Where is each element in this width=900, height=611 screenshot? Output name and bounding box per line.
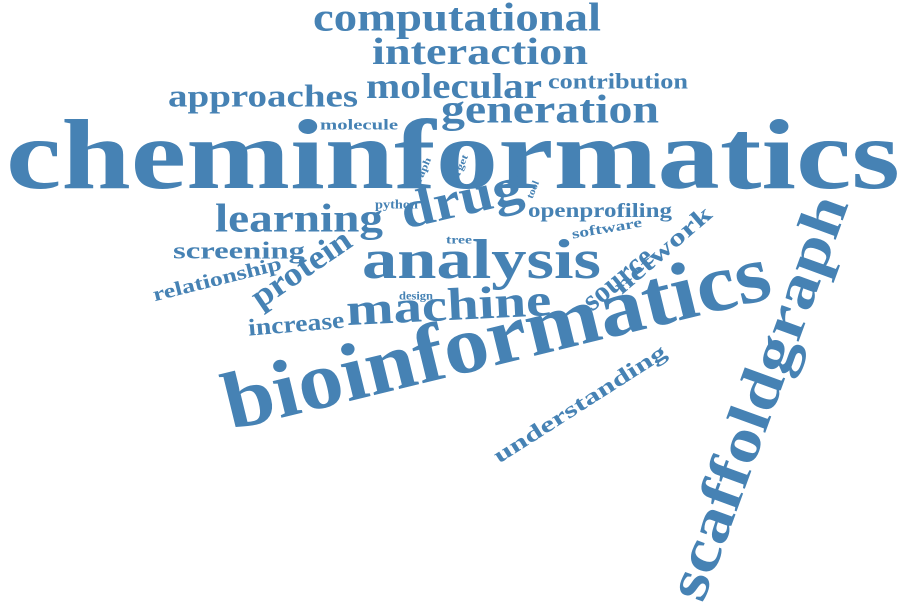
word-computational: computational: [313, 0, 601, 40]
word-tree: tree: [446, 232, 472, 247]
word-cheminformatics: cheminformatics: [6, 99, 900, 210]
word-learning: learning: [215, 195, 383, 241]
word-machine: machine: [344, 274, 553, 336]
word-screening: screening: [173, 238, 305, 265]
word-approaches: approaches: [168, 77, 358, 114]
word-python: python: [375, 196, 418, 212]
word-openprofiling: openprofiling: [528, 200, 672, 223]
word-design: design: [399, 288, 433, 303]
word-molecule: molecule: [320, 117, 398, 134]
word-interaction: interaction: [372, 31, 588, 74]
word-analysis: analysis: [362, 229, 601, 292]
word-generation: generation: [441, 86, 659, 132]
word-molecular: molecular: [366, 65, 542, 106]
word-contribution: contribution: [548, 68, 688, 94]
